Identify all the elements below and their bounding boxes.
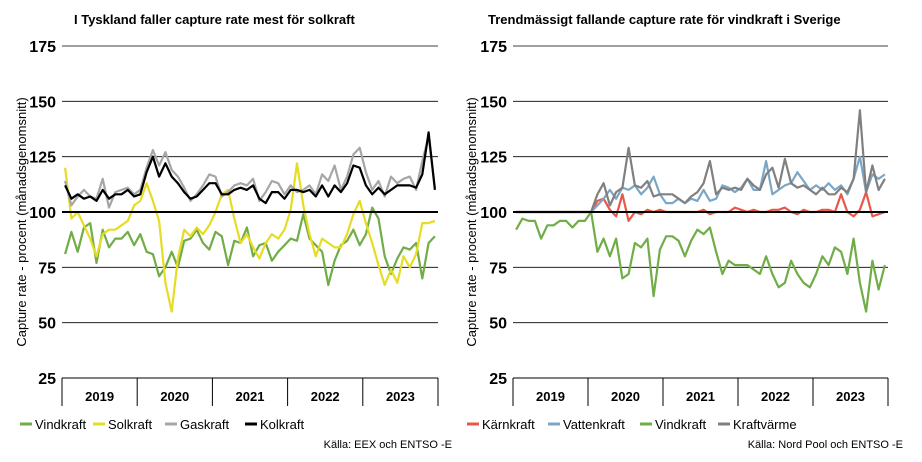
y-tick-label: 150 — [480, 94, 507, 111]
y-tick-label: 125 — [29, 150, 56, 167]
series-line-gaskraft — [64, 135, 436, 209]
chart-panel-sweden: Trendmässigt fallande capture rate för v… — [464, 12, 903, 451]
y-tick-label: 50 — [489, 316, 507, 333]
x-tick-label: 2021 — [686, 389, 715, 404]
y-tick-label: 25 — [38, 371, 56, 388]
y-tick-label: 175 — [29, 39, 56, 56]
y-tick-label: 25 — [489, 371, 507, 388]
y-tick-label: 125 — [480, 150, 507, 167]
y-tick-label: 50 — [38, 316, 56, 333]
series-line-vattenkraft — [516, 155, 886, 214]
series-line-solkraft — [64, 162, 436, 313]
source-note: Källa: Nord Pool och ENTSO -E — [748, 439, 903, 451]
x-tick-label: 2020 — [160, 389, 189, 404]
y-tick-label: 175 — [480, 39, 507, 56]
x-tick-label: 2022 — [311, 389, 340, 404]
y-tick-label: 100 — [480, 205, 507, 222]
legend-entry: Solkraft — [108, 417, 152, 432]
x-tick-label: 2021 — [236, 389, 265, 404]
y-tick-label: 100 — [29, 205, 56, 222]
x-tick-label: 2019 — [536, 389, 565, 404]
x-tick-label: 2019 — [85, 389, 114, 404]
series-line-vindkraft — [515, 210, 886, 313]
x-tick-label: 2022 — [761, 389, 790, 404]
legend-entry: Vindkraft — [35, 417, 86, 432]
legend-entry: Kolkraft — [260, 417, 304, 432]
legend-entry: Kraftvärme — [733, 417, 797, 432]
chart-title: I Tyskland faller capture rate mest för … — [74, 12, 355, 27]
chart-panel-germany: I Tyskland faller capture rate mest för … — [14, 12, 452, 451]
y-tick-label: 150 — [29, 94, 56, 111]
y-axis-label: Capture rate - procent (månadsgenomsnitt… — [14, 97, 29, 346]
y-tick-label: 75 — [38, 260, 56, 277]
series-line-vindkraft — [64, 206, 436, 287]
y-tick-label: 75 — [489, 260, 507, 277]
legend-entry: Vindkraft — [655, 417, 706, 432]
legend-entry: Gaskraft — [180, 417, 230, 432]
chart-title: Trendmässigt fallande capture rate för v… — [488, 12, 841, 27]
source-note: Källa: EEX och ENTSO -E — [324, 439, 452, 451]
x-tick-label: 2020 — [611, 389, 640, 404]
legend-entry: Vattenkraft — [563, 417, 625, 432]
x-tick-label: 2023 — [836, 389, 865, 404]
legend-entry: Kärnkraft — [482, 417, 535, 432]
series-line-kolkraft — [64, 131, 436, 205]
x-tick-label: 2023 — [386, 389, 415, 404]
y-axis-label: Capture rate - procent (månadsgenomsnitt… — [464, 97, 479, 346]
